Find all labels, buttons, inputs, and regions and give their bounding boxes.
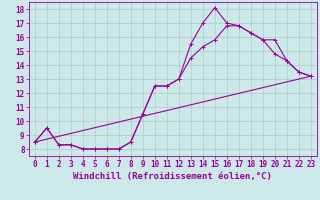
X-axis label: Windchill (Refroidissement éolien,°C): Windchill (Refroidissement éolien,°C) [73,172,272,181]
